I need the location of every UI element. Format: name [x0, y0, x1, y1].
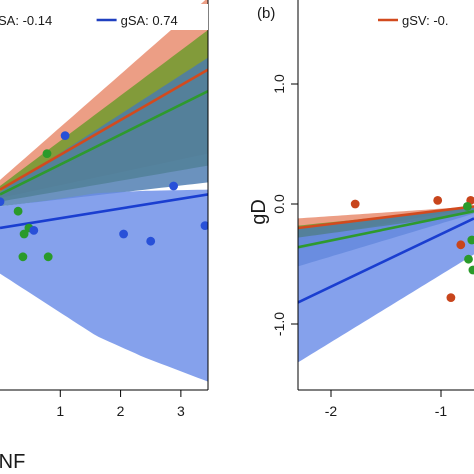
panel-a: 1 2 3 NF SA: -0.14 gSA: 0.74: [0, 0, 209, 473]
panel-a-point-3: [13, 206, 23, 216]
panel-a-fit-line-1: [0, 90, 208, 196]
panel-a-legend-entry-1: gSA: 0.74: [121, 13, 178, 28]
panel-a-point-7: [18, 252, 28, 262]
panel-a-legend-entry-0: SA: -0.14: [0, 13, 52, 28]
panel-b: -2 -1 -1.0 0.0 1.0 gD (b) gSV: -0.: [248, 0, 474, 419]
panel-a-point-11: [169, 181, 179, 191]
panel-a-fit-line-0: [0, 68, 208, 191]
panel-a-xtick-label-0: 1: [56, 403, 64, 419]
panel-a-point-12: [200, 221, 208, 230]
panel-b-fit-line-1: [298, 209, 474, 249]
panel-a-fit-line-2: [0, 193, 208, 230]
panel-a-xtick-label-2: 3: [177, 403, 185, 419]
panel-a-point-9: [119, 229, 128, 239]
panel-b-ytick-label-2: 1.0: [271, 74, 287, 94]
panel-b-label: (b): [257, 5, 275, 22]
panel-b-band-3: [298, 213, 474, 363]
panel-b-legend-entry-0: gSV: -0.: [402, 13, 448, 28]
panel-a-point-8: [43, 252, 53, 262]
panel-b-ylabel: gD: [248, 199, 270, 225]
panel-b-point-1: [433, 196, 443, 205]
panel-a-point-6: [19, 229, 29, 239]
panel-b-point-3: [463, 202, 472, 211]
panel-b-fit-line-0: [298, 205, 474, 230]
panel-a-point-5: [29, 226, 39, 235]
panel-a-xtick-label-1: 2: [117, 403, 125, 419]
panel-b-fit-line-2: [298, 217, 474, 304]
panel-a-legend-box: [0, 4, 208, 30]
panel-b-ytick-label-0: -1.0: [271, 312, 287, 336]
panel-b-point-8: [468, 265, 474, 275]
panel-a-band-3: [0, 189, 208, 382]
panel-a-point-0: [60, 131, 70, 141]
panel-b-ytick-label-1: 0.0: [271, 194, 287, 214]
panel-a-point-2: [0, 197, 5, 206]
panel-a-xlabel: NF: [0, 451, 25, 473]
panel-b-point-6: [467, 235, 474, 245]
panel-b-xtick-label-0: -2: [325, 403, 338, 419]
panel-a-point-1: [42, 149, 52, 159]
panel-b-point-4: [456, 240, 466, 250]
panel-b-point-0: [350, 199, 360, 209]
panel-b-point-5: [446, 293, 456, 302]
panel-b-point-7: [464, 254, 473, 264]
panel-b-xtick-label-1: -1: [435, 403, 448, 419]
panel-b-legend-box: [368, 4, 474, 30]
panel-a-point-10: [146, 236, 156, 246]
